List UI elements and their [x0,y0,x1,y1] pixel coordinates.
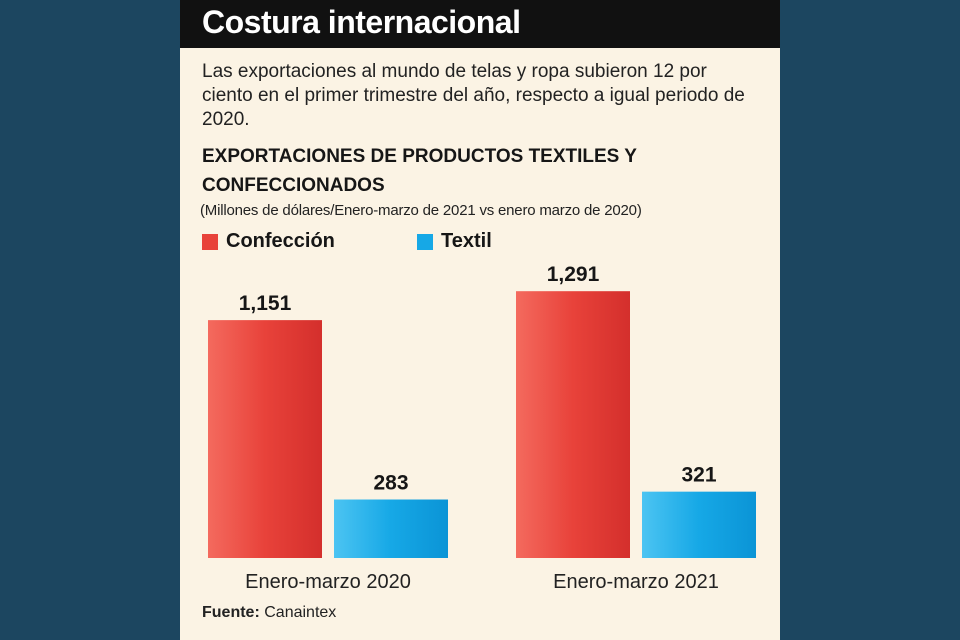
bar-textil-2 [642,491,756,558]
data-label-confeccion-2: 1,291 [547,263,600,286]
source-value: Canaintex [264,604,337,621]
legend-swatch-textil [417,234,433,250]
source-line: Fuente: Canaintex [202,604,336,622]
legend-label-textil: Textil [441,230,492,252]
category-label-2: Enero-marzo 2021 [553,571,719,593]
intro-text: Las exportaciones al mundo de telas y ro… [202,61,745,130]
chart-title: EXPORTACIONES DE PRODUCTOS TEXTILES Y CO… [202,146,637,196]
chart-subtitle: (Millones de dólares/Enero-marzo de 2021… [200,202,642,219]
bar-chart: 1,151 283 Enero-marzo 2020 1,291 321 Enero-ma… [208,263,756,593]
category-label-1: Enero-marzo 2020 [245,571,411,593]
data-label-confeccion-1: 1,151 [239,292,292,315]
bar-confeccion-2 [516,291,630,558]
data-label-textil-2: 321 [681,464,716,487]
title-bar: Costura internacional [180,0,780,48]
page-title: Costura internacional [202,4,521,40]
legend-label-confeccion: Confección [226,230,335,252]
data-label-textil-1: 283 [373,472,408,495]
source-label: Fuente: [202,604,260,621]
infographic-card: Costura internacional Las exportaciones … [180,0,780,640]
bar-textil-1 [334,499,448,558]
legend-swatch-confeccion [202,234,218,250]
bar-confeccion-1 [208,320,322,558]
